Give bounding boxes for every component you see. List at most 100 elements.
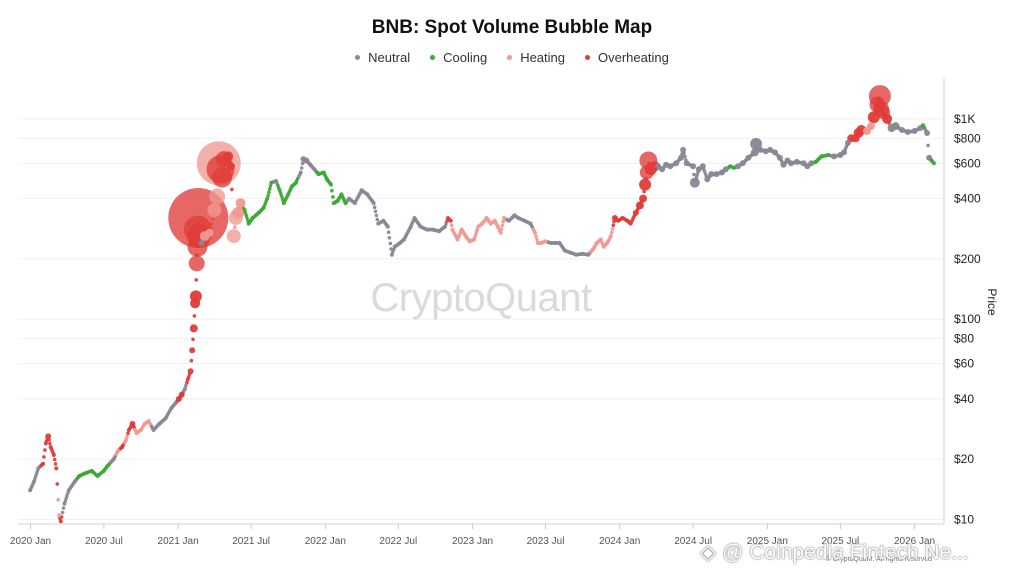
- bubble-heating: [598, 237, 603, 242]
- bubble-heating: [543, 239, 548, 244]
- x-tick-label: 2021 Jan: [158, 536, 199, 547]
- legend-label: Heating: [520, 50, 565, 65]
- bubble-heating: [601, 244, 606, 249]
- data-point-heating: [501, 219, 506, 224]
- bubble-neutral: [376, 221, 381, 226]
- data-point-neutral: [184, 383, 188, 388]
- bubble-cooling: [77, 474, 82, 478]
- bubble-neutral: [678, 154, 684, 161]
- bubble-neutral: [683, 160, 690, 167]
- data-point-overheating: [43, 448, 47, 452]
- bubble-neutral: [734, 163, 741, 170]
- bubble-neutral: [562, 248, 567, 253]
- bubble-heating: [124, 437, 129, 442]
- y-tick-label: $1K: [954, 112, 975, 126]
- bubble-neutral: [312, 167, 317, 172]
- bubble-neutral: [739, 160, 746, 167]
- bubble-neutral: [173, 401, 178, 406]
- y-tick-label: $400: [954, 192, 981, 206]
- data-point-neutral: [926, 143, 930, 148]
- bubble-heating: [116, 448, 120, 453]
- bubble-neutral: [392, 244, 397, 249]
- data-point-cooling: [267, 187, 272, 191]
- bubble-neutral: [402, 237, 406, 242]
- bubble-heating: [205, 228, 214, 237]
- bubble-neutral: [303, 157, 310, 164]
- bubble-neutral: [347, 196, 352, 201]
- bubble-cooling: [265, 196, 270, 201]
- bubble-neutral: [274, 179, 279, 183]
- data-point-cooling: [267, 190, 271, 195]
- data-point-heating: [535, 237, 539, 242]
- bubble-neutral: [924, 130, 931, 136]
- data-point-overheating: [194, 278, 199, 282]
- bubble-cooling: [728, 164, 733, 169]
- bubble-neutral: [762, 148, 769, 155]
- bubble-neutral: [750, 137, 763, 150]
- legend-marker: [430, 55, 436, 60]
- bubble-neutral: [586, 252, 591, 257]
- legend-item-heating[interactable]: Heating: [507, 50, 565, 65]
- bubble-heating: [484, 216, 489, 220]
- data-point-heating: [449, 223, 454, 227]
- bubble-cooling: [256, 210, 261, 215]
- bubble-overheating: [51, 453, 56, 457]
- bubble-neutral: [673, 160, 680, 167]
- bubble-neutral: [904, 129, 911, 135]
- bubble-cooling: [813, 159, 818, 164]
- data-point-overheating: [191, 337, 195, 342]
- data-point-overheating: [189, 358, 194, 363]
- bubble-heating: [594, 241, 599, 245]
- data-point-neutral: [683, 154, 687, 159]
- bubble-heating: [142, 422, 147, 426]
- bubble-heating: [608, 234, 613, 239]
- bubble-neutral: [397, 241, 402, 245]
- bubble-cooling: [277, 188, 282, 193]
- brand-overlay-text: @ Coinpedia Fintech Ne...: [722, 541, 969, 564]
- bubble-overheating: [129, 421, 136, 427]
- bubble-neutral: [745, 154, 752, 161]
- data-point-neutral: [389, 247, 393, 251]
- y-tick-label: $80: [954, 332, 974, 346]
- legend-label: Cooling: [443, 50, 488, 65]
- bubble-neutral: [443, 224, 448, 229]
- bubble-neutral: [667, 163, 674, 170]
- data-point-cooling: [266, 193, 270, 198]
- bubble-heating: [57, 513, 62, 518]
- bubble-heating: [232, 206, 245, 219]
- bubble-neutral: [66, 488, 71, 493]
- data-points: [28, 85, 936, 524]
- bubble-heating: [226, 229, 241, 244]
- bubble-overheating: [628, 221, 633, 226]
- y-tick-label: $10: [954, 513, 974, 527]
- legend-item-overheating[interactable]: Overheating: [585, 50, 669, 65]
- data-point-cooling: [268, 184, 273, 188]
- y-tick-label: $40: [954, 392, 974, 406]
- bubble-neutral: [680, 146, 687, 153]
- bubble-overheating: [620, 216, 625, 220]
- legend-item-neutral[interactable]: Neutral: [355, 50, 410, 65]
- data-point-heating: [56, 497, 60, 502]
- x-tick-label: 2024 Jan: [599, 536, 640, 547]
- bubble-neutral: [911, 128, 918, 134]
- bubble-neutral: [528, 221, 533, 226]
- bubble-cooling: [286, 192, 291, 197]
- bubble-cooling: [105, 464, 110, 468]
- y-tick-label: $60: [954, 357, 974, 371]
- data-point-neutral: [60, 510, 65, 515]
- y-axis-title: Price: [985, 288, 999, 316]
- bubble-neutral: [699, 163, 706, 170]
- data-point-cooling: [244, 213, 249, 218]
- bubble-overheating: [882, 113, 893, 124]
- x-tick-label: 2020 Jul: [85, 536, 123, 547]
- legend-marker: [507, 55, 513, 60]
- bubble-cooling: [293, 180, 298, 185]
- x-tick-label: 2025 Jul: [821, 536, 859, 547]
- legend-item-cooling[interactable]: Cooling: [430, 50, 487, 65]
- bubble-cooling: [89, 468, 94, 473]
- bubble-overheating: [48, 445, 53, 450]
- bubble-overheating: [126, 428, 131, 432]
- data-point-neutral: [300, 161, 305, 166]
- bubble-neutral: [32, 479, 37, 484]
- data-point-neutral: [692, 172, 696, 177]
